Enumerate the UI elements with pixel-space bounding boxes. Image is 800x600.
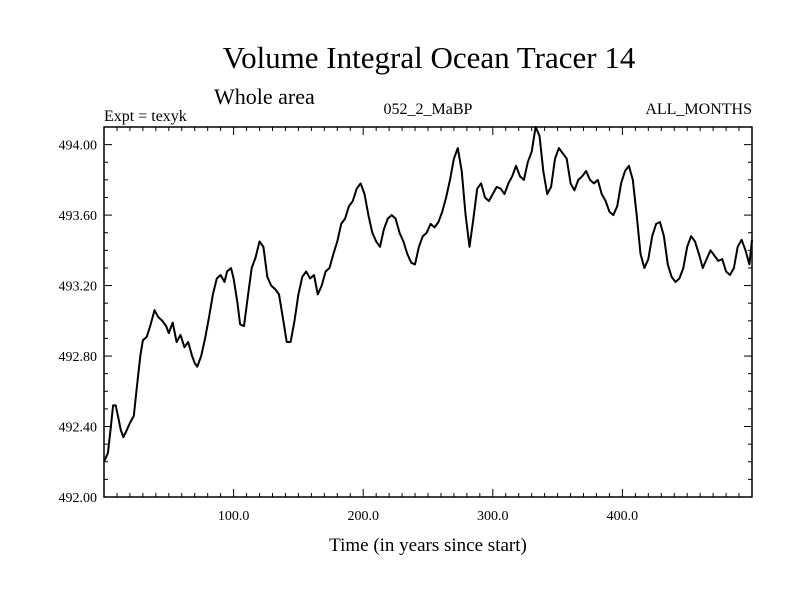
- y-tick-label: 492.40: [59, 421, 98, 436]
- plot-frame: [103, 126, 753, 498]
- y-tick-label: 493.60: [59, 209, 98, 224]
- x-tick-label: 100.0: [218, 509, 250, 524]
- run-label: 052_2_MaBP: [384, 101, 473, 118]
- series-line: [103, 126, 753, 463]
- x-tick-label: 300.0: [477, 509, 509, 524]
- chart-title: Volume Integral Ocean Tracer 14: [223, 40, 636, 75]
- expt-label: Expt = texyk: [104, 108, 187, 125]
- season-label: ALL_MONTHS: [645, 101, 752, 118]
- chart-subtitle: Whole area: [214, 84, 315, 109]
- y-tick-label: 493.20: [59, 280, 98, 295]
- y-tick-label: 494.00: [59, 139, 98, 154]
- y-tick-label: 492.00: [59, 491, 98, 506]
- x-tick-label: 200.0: [347, 509, 379, 524]
- x-axis-label: Time (in years since start): [329, 535, 527, 556]
- y-tick-label: 492.80: [59, 350, 98, 365]
- x-tick-label: 400.0: [607, 509, 639, 524]
- tick-labels: 492.00 492.40 492.80 493.20 493.60 494.00 100.…: [59, 139, 639, 524]
